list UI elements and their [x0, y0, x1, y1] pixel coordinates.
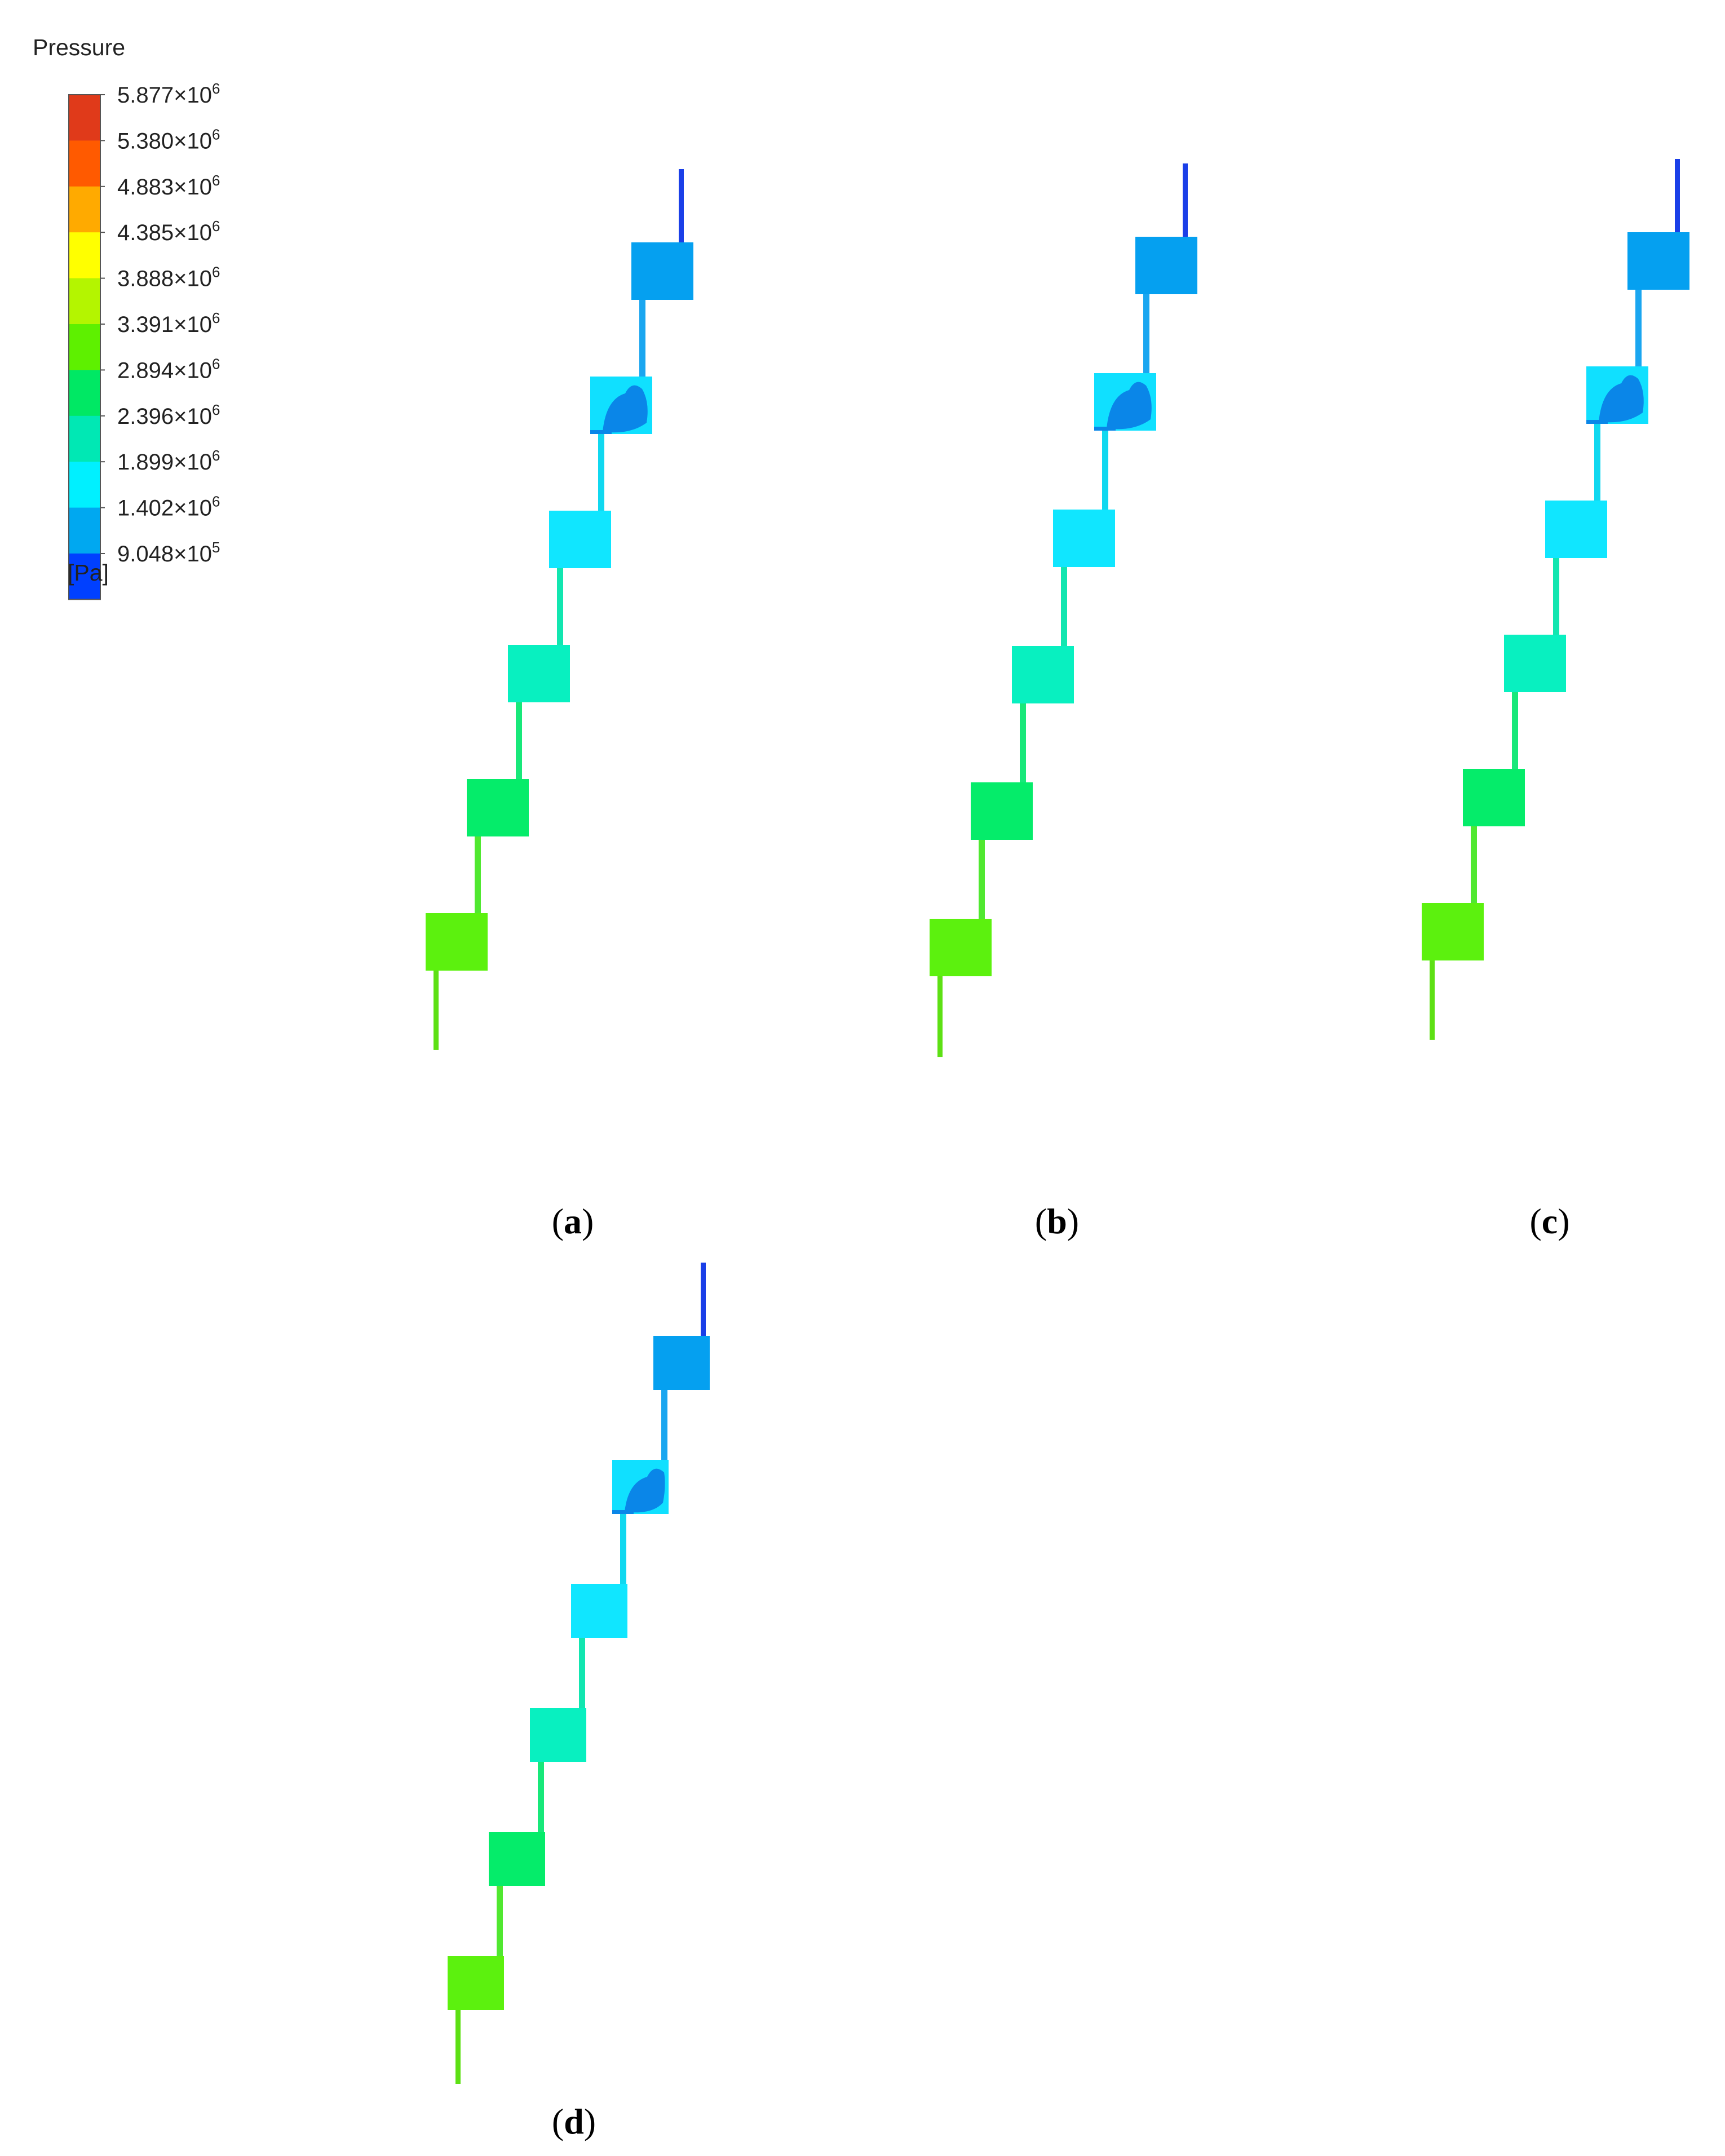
pressure-chamber-5 — [1463, 769, 1525, 826]
outlet-pipe — [679, 169, 684, 242]
panel-label-c: (c) — [1529, 1201, 1569, 1241]
legend-tick-label: 1.402×106 — [117, 493, 220, 521]
legend-tick-label: 3.888×106 — [117, 264, 220, 291]
panel-label-d: (d) — [552, 2101, 596, 2141]
pressure-chamber-6 — [448, 1956, 504, 2010]
connecting-pipe — [516, 702, 522, 779]
legend-tick-label: 2.894×106 — [117, 355, 220, 383]
legend-tick-label: 9.048×105 — [117, 539, 220, 566]
connecting-pipe — [557, 568, 563, 645]
legend-unit: [Pa] — [68, 560, 109, 586]
pressure-chamber-4 — [530, 1708, 586, 1762]
connecting-pipe — [497, 1886, 503, 1956]
low-pressure-zone — [1107, 382, 1152, 430]
connecting-pipe — [1061, 567, 1067, 646]
pressure-chamber-4 — [508, 645, 570, 702]
low-pressure-edge — [612, 1510, 634, 1514]
panel-label-b: (b) — [1035, 1201, 1079, 1241]
pressure-chamber-1 — [631, 242, 693, 300]
low-pressure-edge — [1586, 420, 1608, 424]
connecting-pipe — [1635, 290, 1642, 366]
pressure-chamber-1 — [1627, 232, 1689, 290]
legend-tick-label: 3.391×106 — [117, 309, 220, 337]
legend-color-band — [69, 324, 100, 370]
inlet-pipe — [1430, 960, 1435, 1040]
connecting-pipe — [620, 1514, 626, 1584]
connecting-pipe — [475, 836, 481, 913]
connecting-pipe — [579, 1638, 585, 1708]
connecting-pipe — [1143, 294, 1149, 373]
connecting-pipe — [639, 300, 645, 377]
connecting-pipe — [538, 1762, 544, 1832]
legend-tick-label: 1.899×106 — [117, 447, 220, 475]
legend-bar-border — [68, 94, 101, 600]
pressure-chamber-3 — [549, 511, 611, 568]
legend-tick-label: 5.877×106 — [117, 80, 220, 108]
outlet-pipe — [701, 1263, 706, 1336]
legend-tick-labels: 5.877×106 5.380×106 4.883×106 4.385×106 3.88… — [100, 80, 220, 566]
connecting-pipe — [598, 434, 604, 511]
connecting-pipe — [661, 1390, 667, 1460]
low-pressure-edge — [1094, 427, 1116, 431]
connecting-pipe — [1020, 703, 1026, 782]
inlet-pipe — [937, 976, 943, 1057]
pressure-chamber-3 — [571, 1584, 627, 1638]
pressure-chamber-1 — [1135, 237, 1197, 294]
legend-tick-label: 5.380×106 — [117, 126, 220, 153]
legend-color-band — [69, 554, 100, 600]
legend-color-bar — [68, 94, 101, 600]
pressure-legend: Pressure 5.877×106 5.380×106 4.883×106 4.38… — [33, 34, 220, 600]
legend-tick-label: 2.396×106 — [117, 401, 220, 429]
low-pressure-zone — [1599, 375, 1644, 423]
legend-color-band — [69, 462, 100, 508]
pressure-chamber-5 — [489, 1832, 545, 1886]
pressure-chamber-6 — [930, 919, 992, 976]
legend-color-band — [69, 278, 100, 325]
legend-color-band — [69, 507, 100, 554]
legend-color-band — [69, 415, 100, 462]
pressure-chamber-3 — [1545, 501, 1607, 558]
panel-a: (a) — [426, 169, 693, 1241]
connecting-pipe — [979, 840, 985, 919]
connecting-pipe — [1512, 692, 1518, 769]
pressure-chamber-1 — [653, 1336, 710, 1390]
pressure-chamber-6 — [426, 913, 488, 971]
low-pressure-zone — [625, 1468, 665, 1513]
legend-title: Pressure — [33, 34, 125, 60]
pressure-chamber-5 — [971, 782, 1033, 840]
outlet-pipe — [1675, 159, 1680, 232]
legend-color-band — [69, 140, 100, 187]
inlet-pipe — [455, 2010, 461, 2084]
pressure-chamber-5 — [467, 779, 529, 836]
connecting-pipe — [1102, 431, 1108, 510]
panel-label-a: (a) — [552, 1201, 594, 1241]
connecting-pipe — [1594, 424, 1600, 501]
low-pressure-edge — [590, 430, 612, 434]
connecting-pipe — [1553, 558, 1559, 635]
pressure-chamber-4 — [1504, 635, 1566, 692]
connecting-pipe — [1471, 826, 1477, 903]
low-pressure-zone — [603, 385, 648, 433]
legend-color-band — [69, 186, 100, 233]
inlet-pipe — [434, 971, 439, 1050]
outlet-pipe — [1183, 163, 1188, 237]
panels: (a) (b) (c) (d) — [426, 159, 1689, 2141]
pressure-chamber-3 — [1053, 510, 1115, 567]
legend-color-band — [69, 95, 100, 141]
panel-b: (b) — [930, 163, 1197, 1241]
legend-color-band — [69, 232, 100, 279]
legend-color-band — [69, 370, 100, 417]
legend-tick-label: 4.883×106 — [117, 172, 220, 200]
pressure-chamber-6 — [1422, 903, 1484, 960]
pressure-chamber-4 — [1012, 646, 1074, 703]
panel-d: (d) — [448, 1263, 710, 2141]
panel-c: (c) — [1422, 159, 1689, 1241]
legend-tick-label: 4.385×106 — [117, 218, 220, 245]
